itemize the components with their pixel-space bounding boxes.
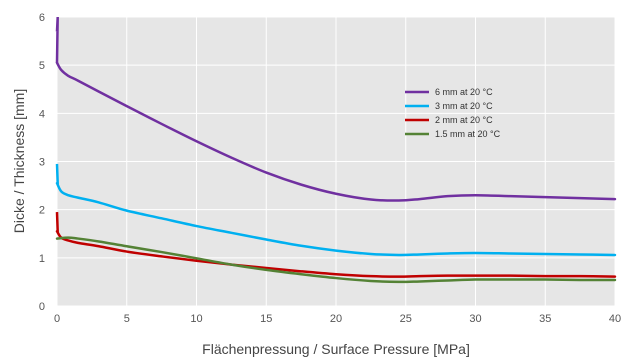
y-axis-title: Dicke / Thickness [mm] [11, 89, 27, 233]
x-tick-label: 25 [400, 313, 412, 325]
legend-label: 3 mm at 20 °C [435, 101, 493, 111]
x-axis-title: Flächenpressung / Surface Pressure [MPa] [202, 341, 470, 357]
y-tick-label: 4 [39, 108, 45, 120]
x-tick-label: 30 [469, 313, 481, 325]
legend-label: 1.5 mm at 20 °C [435, 129, 501, 139]
x-tick-label: 10 [190, 313, 202, 325]
y-tick-label: 5 [39, 60, 45, 72]
series-line-spike-3 [55, 212, 59, 233]
x-tick-labels: 0 5 10 15 20 25 30 35 40 [54, 313, 621, 325]
series-line-2 [55, 181, 617, 257]
y-tick-label: 3 [39, 157, 45, 169]
series-line-1 [55, 61, 617, 202]
y-tick-label: 6 [39, 12, 45, 24]
x-tick-label: 0 [54, 313, 60, 325]
x-tick-label: 20 [330, 313, 342, 325]
gridlines [56, 16, 616, 307]
y-tick-label: 1 [39, 253, 45, 265]
x-tick-label: 35 [539, 313, 551, 325]
x-tick-label: 15 [260, 313, 272, 325]
series-line-4 [55, 236, 617, 284]
y-tick-label: 0 [39, 301, 45, 313]
series-line-3 [55, 230, 617, 278]
legend: 6 mm at 20 °C 3 mm at 20 °C 2 mm at 20 °C 1… [405, 87, 501, 139]
series-lines [55, 16, 617, 284]
x-tick-label: 40 [609, 313, 621, 325]
legend-label: 2 mm at 20 °C [435, 115, 493, 125]
y-tick-labels: 0 1 2 3 4 5 6 [39, 12, 45, 313]
legend-label: 6 mm at 20 °C [435, 87, 493, 97]
series-line-spike-1 [55, 16, 59, 63]
y-tick-label: 2 [39, 205, 45, 217]
series-line-spike-2 [55, 163, 59, 185]
x-tick-label: 5 [124, 313, 130, 325]
